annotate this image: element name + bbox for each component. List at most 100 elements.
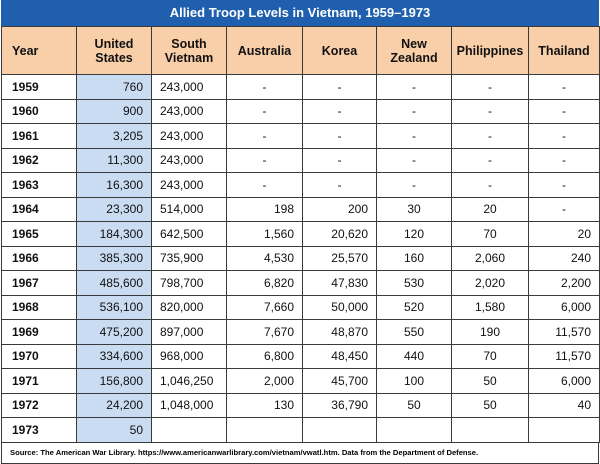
table-row: 1962 11,300 243,000- - - - - — [1, 147, 600, 173]
cell-korea: - — [302, 123, 377, 149]
header-new-zealand: New Zealand — [376, 26, 452, 75]
cell-australia: 7,660 — [226, 294, 303, 320]
cell-australia: 2,000 — [226, 368, 303, 394]
cell-australia: - — [226, 147, 303, 173]
cell-south-vietnam: 735,900 — [151, 245, 227, 271]
cell-australia: - — [226, 172, 303, 198]
cell-united-states: 16,300 — [76, 172, 152, 198]
cell-new-zealand: 530 — [376, 270, 452, 296]
cell-thailand: - — [528, 172, 600, 198]
cell-korea: 47,830 — [302, 270, 377, 296]
cell-korea: 48,450 — [302, 343, 377, 369]
cell-australia: 130 — [226, 392, 303, 418]
cell-korea: - — [302, 98, 377, 124]
cell-new-zealand: 440 — [376, 343, 452, 369]
table-row: 1969 475,200 897,000 7,670 48,870 550 190 11,57… — [1, 319, 600, 345]
cell-australia: 7,670 — [226, 319, 303, 345]
cell-new-zealand: 100 — [376, 368, 452, 394]
cell-korea: 45,700 — [302, 368, 377, 394]
cell-year: 1972 — [1, 392, 77, 418]
cell-south-vietnam: 243,000 — [151, 172, 227, 198]
cell-australia: 198 — [226, 196, 303, 222]
cell-philippines: 1,580 — [451, 294, 529, 320]
cell-south-vietnam: 798,700 — [151, 270, 227, 296]
cell-south-vietnam: 642,500 — [151, 221, 227, 247]
cell-philippines: 20 — [451, 196, 529, 222]
cell-new-zealand: 50 — [376, 392, 452, 418]
cell-thailand: 6,000 — [528, 368, 600, 394]
cell-thailand: - — [528, 74, 600, 100]
cell-year: 1964 — [1, 196, 77, 222]
cell-year: 1961 — [1, 123, 77, 149]
cell-australia: - — [226, 74, 303, 100]
cell-australia: 4,530 — [226, 245, 303, 271]
cell-south-vietnam — [151, 417, 227, 443]
cell-united-states: 24,200 — [76, 392, 152, 418]
header-philippines: Philippines — [451, 26, 529, 75]
header-row: Year United States South Vietnam Austral… — [1, 26, 600, 75]
cell-philippines: 190 — [451, 319, 529, 345]
cell-year: 1967 — [1, 270, 77, 296]
table-row: 1967 485,600 798,700 6,820 47,830 530 2,020 2,2… — [1, 270, 600, 296]
header-united-states: United States — [76, 26, 152, 75]
cell-korea: 20,620 — [302, 221, 377, 247]
header-korea: Korea — [302, 26, 377, 75]
cell-new-zealand: - — [376, 123, 452, 149]
cell-south-vietnam: 514,000 — [151, 196, 227, 222]
cell-korea: - — [302, 172, 377, 198]
table-row: 1971 156,800 1,046,250 2,000 45,700 100 50 6,00… — [1, 368, 600, 394]
cell-united-states: 385,300 — [76, 245, 152, 271]
cell-philippines: - — [451, 74, 529, 100]
cell-thailand: - — [528, 98, 600, 124]
cell-new-zealand: - — [376, 172, 452, 198]
cell-united-states: 760 — [76, 74, 152, 100]
table-title: Allied Troop Levels in Vietnam, 1959–197… — [1, 0, 599, 26]
cell-thailand: - — [528, 123, 600, 149]
table-row: 1970 334,600 968,000 6,800 48,450 440 70 11,570 — [1, 343, 600, 369]
cell-philippines: - — [451, 172, 529, 198]
cell-australia: - — [226, 98, 303, 124]
cell-new-zealand: 120 — [376, 221, 452, 247]
cell-korea: 48,870 — [302, 319, 377, 345]
cell-united-states: 50 — [76, 417, 152, 443]
cell-thailand — [528, 417, 600, 443]
cell-south-vietnam: 243,000 — [151, 74, 227, 100]
cell-korea: 50,000 — [302, 294, 377, 320]
cell-korea — [302, 417, 377, 443]
cell-korea: - — [302, 74, 377, 100]
cell-united-states: 536,100 — [76, 294, 152, 320]
cell-year: 1968 — [1, 294, 77, 320]
cell-australia: 6,820 — [226, 270, 303, 296]
source-note: Source: The American War Library. https:… — [1, 442, 599, 464]
cell-south-vietnam: 243,000 — [151, 98, 227, 124]
cell-thailand: 40 — [528, 392, 600, 418]
cell-korea: 200 — [302, 196, 377, 222]
header-australia: Australia — [226, 26, 303, 75]
cell-thailand: - — [528, 196, 600, 222]
cell-united-states: 900 — [76, 98, 152, 124]
cell-philippines: - — [451, 98, 529, 124]
table-row: 1964 23,300 514,000 198 200 30 20- — [1, 196, 600, 222]
cell-philippines: 50 — [451, 368, 529, 394]
cell-philippines: - — [451, 123, 529, 149]
cell-year: 1962 — [1, 147, 77, 173]
table-row: 1960 900 243,000- - - - - — [1, 98, 600, 124]
cell-united-states: 485,600 — [76, 270, 152, 296]
table-row: 1959 760 243,000- - - - - — [1, 74, 600, 100]
cell-philippines — [451, 417, 529, 443]
cell-new-zealand: 550 — [376, 319, 452, 345]
cell-thailand: 6,000 — [528, 294, 600, 320]
cell-australia — [226, 417, 303, 443]
cell-year: 1969 — [1, 319, 77, 345]
cell-united-states: 11,300 — [76, 147, 152, 173]
cell-philippines: 2,020 — [451, 270, 529, 296]
troop-levels-table: Year United States South Vietnam Austral… — [1, 26, 600, 443]
cell-year: 1971 — [1, 368, 77, 394]
cell-new-zealand: 30 — [376, 196, 452, 222]
cell-korea: - — [302, 147, 377, 173]
cell-south-vietnam: 243,000 — [151, 123, 227, 149]
table-row: 1961 3,205 243,000- - - - - — [1, 123, 600, 149]
cell-south-vietnam: 820,000 — [151, 294, 227, 320]
cell-united-states: 184,300 — [76, 221, 152, 247]
